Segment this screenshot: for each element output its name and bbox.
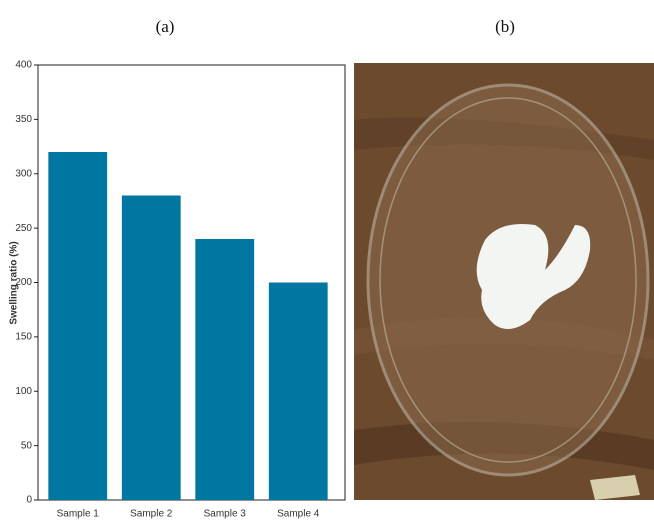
y-tick-label: 0 <box>26 495 32 506</box>
y-tick-label: 300 <box>15 168 32 179</box>
y-tick-label: 100 <box>15 386 32 397</box>
figure: (a) (b) Swelling ratio (%) 0501001502002… <box>0 0 654 523</box>
x-tick-label: Sample 2 <box>130 509 173 520</box>
y-tick-label: 200 <box>15 277 32 288</box>
y-tick-label: 250 <box>15 223 32 234</box>
y-tick-label: 150 <box>15 332 32 343</box>
bar <box>48 152 107 500</box>
x-tick-label: Sample 4 <box>277 509 320 520</box>
bar <box>269 283 328 501</box>
photo <box>354 63 654 500</box>
panel-label: (b) <box>495 17 515 36</box>
bar <box>122 196 181 501</box>
panel-label: (a) <box>156 17 175 36</box>
x-tick-label: Sample 1 <box>57 509 100 520</box>
x-tick-label: Sample 3 <box>204 509 247 520</box>
bar <box>195 239 254 500</box>
y-tick-label: 50 <box>21 440 33 451</box>
y-tick-label: 350 <box>15 114 32 125</box>
y-tick-label: 400 <box>15 60 32 71</box>
